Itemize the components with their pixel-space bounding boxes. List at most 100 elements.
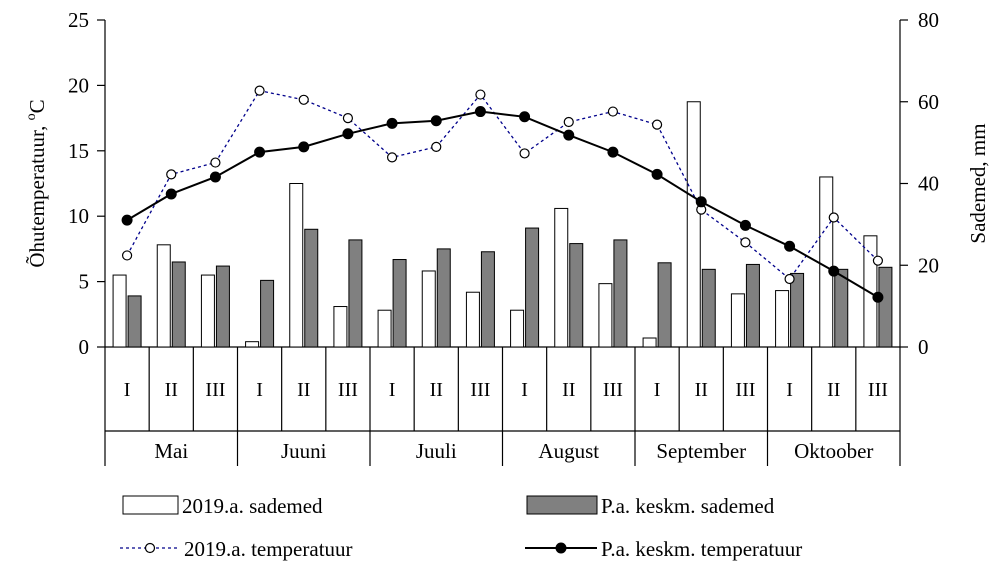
bar-2019-precip bbox=[112, 274, 127, 348]
y-left-tick-label: 20 bbox=[68, 73, 89, 97]
bar-avg-precip bbox=[790, 272, 805, 348]
decade-label: I bbox=[256, 379, 263, 401]
y-right-tick-label: 20 bbox=[918, 253, 939, 277]
bar-avg-precip bbox=[613, 239, 628, 348]
decade-label: III bbox=[205, 379, 225, 401]
point-2019-temperature bbox=[651, 119, 663, 130]
decade-label: II bbox=[165, 379, 178, 401]
point-2019-temperature bbox=[740, 237, 751, 248]
point-avg-temperature bbox=[563, 129, 575, 141]
y-left-tick-label: 25 bbox=[68, 8, 89, 32]
point-2019-temperature bbox=[828, 212, 839, 223]
month-label: August bbox=[538, 439, 599, 463]
point-avg-temperature bbox=[209, 171, 221, 183]
bar-avg-precip bbox=[260, 279, 275, 348]
decade-label: I bbox=[786, 379, 793, 401]
bar-avg-precip bbox=[834, 268, 849, 348]
point-avg-temperature bbox=[651, 168, 663, 180]
point-avg-temperature bbox=[474, 106, 486, 118]
point-2019-temperature bbox=[342, 112, 354, 124]
y-right-tick-label: 0 bbox=[918, 335, 929, 359]
legend-marker-2019-temp bbox=[144, 542, 156, 554]
y-left-axis-title-unit: C bbox=[25, 99, 49, 113]
bar-avg-precip bbox=[480, 251, 495, 348]
bar-2019-precip bbox=[819, 176, 834, 348]
bar-avg-precip bbox=[215, 265, 230, 348]
bar-avg-precip bbox=[392, 259, 407, 348]
y-right-tick-label: 60 bbox=[918, 90, 939, 114]
bar-2019-precip bbox=[863, 235, 878, 348]
legend-swatch-2019-precip bbox=[122, 495, 179, 515]
point-avg-temperature bbox=[386, 117, 398, 129]
decade-label: I bbox=[654, 379, 661, 401]
decade-label: II bbox=[562, 379, 575, 401]
legend-label-2019-temp: 2019.a. temperatuur bbox=[184, 537, 353, 561]
decade-label: II bbox=[297, 379, 310, 401]
bar-2019-precip bbox=[421, 270, 436, 348]
bar-2019-precip bbox=[510, 309, 525, 348]
bar-avg-precip bbox=[657, 262, 672, 348]
bar-2019-precip bbox=[730, 293, 745, 348]
point-2019-temperature bbox=[475, 89, 486, 100]
point-2019-temperature bbox=[431, 141, 442, 152]
line-2019-temperature bbox=[126, 89, 879, 280]
bar-2019-precip bbox=[554, 207, 569, 348]
decade-label: III bbox=[735, 379, 755, 401]
legend-swatch-avg-precip bbox=[526, 495, 598, 515]
decade-label: II bbox=[827, 379, 840, 401]
point-2019-temperature bbox=[386, 152, 398, 163]
point-avg-temperature bbox=[607, 146, 619, 158]
point-avg-temperature bbox=[872, 291, 884, 303]
lines bbox=[121, 85, 884, 303]
line-avg-temperature bbox=[126, 110, 879, 299]
bar-2019-precip bbox=[465, 291, 480, 348]
bar-avg-precip bbox=[304, 228, 319, 348]
point-2019-temperature bbox=[254, 85, 265, 96]
bar-avg-precip bbox=[878, 266, 893, 348]
y-right-axis-title: Sademed, mm bbox=[966, 123, 990, 243]
point-avg-temperature bbox=[784, 240, 796, 252]
legend-marker-avg-temp bbox=[555, 542, 567, 554]
y-left-tick-label: 10 bbox=[68, 204, 89, 228]
point-avg-temperature bbox=[298, 141, 310, 153]
point-avg-temperature bbox=[430, 115, 442, 127]
y-left-axis-title: Õhutemperatuur, oC bbox=[24, 99, 49, 267]
point-avg-temperature bbox=[254, 146, 266, 158]
point-2019-temperature bbox=[210, 157, 221, 168]
bar-avg-precip bbox=[348, 239, 363, 348]
legend-label-avg-precip: P.a. keskm. sademed bbox=[601, 494, 775, 518]
bar-2019-precip bbox=[377, 309, 392, 348]
bar-avg-precip bbox=[436, 248, 451, 348]
bar-2019-precip bbox=[686, 101, 701, 348]
point-2019-temperature bbox=[298, 94, 309, 105]
bar-2019-precip bbox=[200, 274, 215, 348]
decade-label: II bbox=[695, 379, 708, 401]
month-label: Juuni bbox=[281, 439, 327, 463]
decade-label: III bbox=[868, 379, 888, 401]
point-2019-temperature bbox=[607, 106, 619, 117]
bar-avg-precip bbox=[171, 261, 186, 348]
y-left-tick-label: 5 bbox=[79, 270, 90, 294]
point-2019-temperature bbox=[166, 169, 177, 180]
decade-label: II bbox=[430, 379, 443, 401]
bar-avg-precip bbox=[569, 243, 584, 348]
point-2019-temperature bbox=[519, 148, 530, 159]
point-2019-temperature bbox=[872, 255, 884, 266]
y-left-axis-title-degree: o bbox=[24, 113, 39, 120]
decade-label: I bbox=[389, 379, 396, 401]
decade-label: I bbox=[521, 379, 528, 401]
point-2019-temperature bbox=[563, 116, 574, 128]
legend-label-2019-precip: 2019.a. sademed bbox=[182, 494, 323, 518]
point-avg-temperature bbox=[695, 196, 707, 208]
decade-label: I bbox=[124, 379, 131, 401]
axes bbox=[97, 19, 908, 466]
month-label: Oktoober bbox=[794, 439, 873, 463]
bar-avg-precip bbox=[525, 227, 540, 348]
point-avg-temperature bbox=[519, 111, 531, 123]
month-label: Juuli bbox=[416, 439, 457, 463]
bar-2019-precip bbox=[775, 290, 790, 348]
decade-label: III bbox=[338, 379, 358, 401]
point-2019-temperature bbox=[121, 250, 133, 261]
labels: 0 5 10 15 20 25 0 20 40 60 80 Õhutemperatuur, oC Sad… bbox=[24, 8, 990, 463]
